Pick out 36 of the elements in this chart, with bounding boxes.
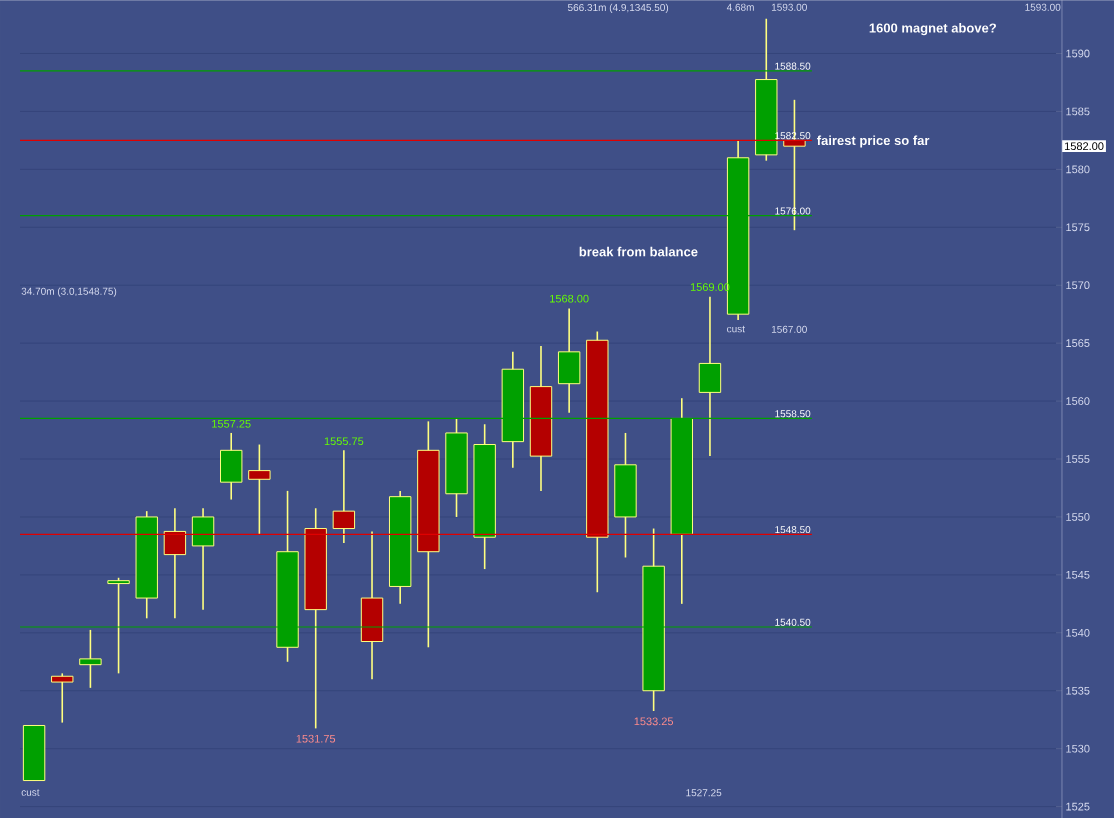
y-tick-label: 1545: [1066, 570, 1090, 579]
y-tick-label: 1540: [1066, 628, 1090, 637]
y-tick-label: 1580: [1066, 165, 1090, 174]
annotation: 1557.25: [212, 419, 251, 428]
y-tick-label: 1585: [1066, 107, 1090, 116]
y-tick-label: 1575: [1066, 223, 1090, 231]
y-tick-label: 1555: [1066, 454, 1090, 463]
y-tick-label: 1525: [1066, 802, 1090, 811]
y-tick-label: 1535: [1066, 686, 1090, 695]
annotation: 1568.00: [550, 294, 589, 303]
y-tick-label: 1530: [1066, 744, 1090, 753]
annotation: 1593.00: [771, 3, 807, 11]
annotation: break from balance: [579, 246, 698, 257]
annotation: 1533.25: [634, 717, 674, 726]
y-tick-label: 1570: [1066, 281, 1090, 289]
ref-line-label: 1548.50: [775, 525, 811, 533]
annotation: 1567.00: [771, 325, 807, 333]
y-tick-label: 1590: [1066, 49, 1090, 58]
y-tick-label: 1550: [1066, 512, 1090, 521]
ref-line-label: 1588.50: [775, 62, 811, 70]
annotation: 34.70m (3.0,1548.75): [21, 287, 117, 297]
y-tick-label: 1560: [1066, 396, 1090, 405]
ref-line-label: 1558.50: [775, 409, 811, 418]
annotation: cust: [21, 789, 40, 796]
annotation: 1593.00: [1025, 3, 1061, 11]
text: 1582.00: [1065, 142, 1104, 150]
annotation: 1600 magnet above?: [869, 22, 996, 36]
annotation: fairest price so far: [816, 135, 930, 148]
annotation: 1531.75: [296, 734, 336, 743]
annotation: 1527.25: [686, 788, 722, 797]
ref-line-label: 1540.50: [775, 618, 811, 626]
y-tick-label: 1565: [1066, 339, 1090, 347]
annotation: 566.31m (4.9,1345.50): [567, 3, 669, 13]
annotation: cust: [727, 325, 745, 333]
annotation: 4.68m: [726, 3, 754, 11]
annotation: 1555.75: [324, 437, 364, 445]
